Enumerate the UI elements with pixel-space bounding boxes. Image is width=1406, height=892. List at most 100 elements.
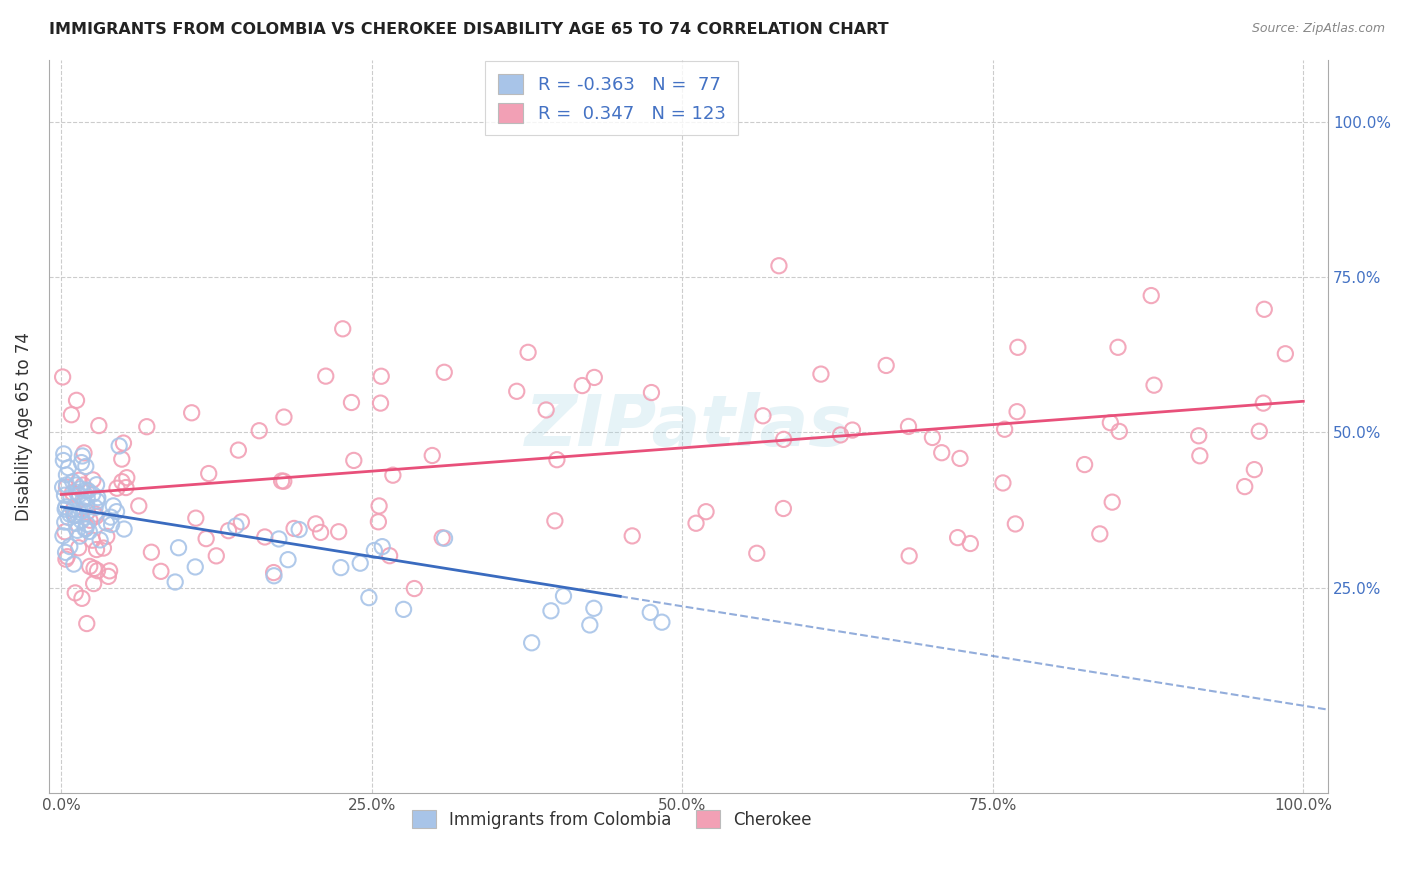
Point bbox=[1007, 340, 1029, 354]
Point bbox=[875, 359, 897, 373]
Point bbox=[75, 483, 97, 497]
Point bbox=[640, 385, 662, 400]
Point bbox=[96, 516, 118, 530]
Point bbox=[349, 556, 371, 570]
Point bbox=[76, 517, 98, 532]
Point bbox=[315, 369, 337, 384]
Point bbox=[184, 511, 207, 525]
Point bbox=[72, 449, 94, 463]
Point bbox=[76, 616, 98, 631]
Point bbox=[270, 474, 292, 488]
Point bbox=[378, 549, 401, 563]
Point bbox=[1253, 396, 1275, 410]
Point bbox=[370, 369, 392, 384]
Point bbox=[52, 370, 75, 384]
Point bbox=[288, 523, 311, 537]
Point bbox=[994, 422, 1017, 436]
Point bbox=[73, 446, 96, 460]
Point bbox=[69, 482, 91, 496]
Point bbox=[841, 423, 863, 437]
Point bbox=[328, 524, 350, 539]
Point bbox=[75, 522, 97, 536]
Point bbox=[55, 480, 77, 494]
Point bbox=[1243, 462, 1265, 476]
Point bbox=[79, 559, 101, 574]
Point bbox=[100, 510, 122, 524]
Point bbox=[991, 475, 1014, 490]
Point bbox=[55, 467, 77, 482]
Point bbox=[898, 549, 921, 563]
Point bbox=[55, 478, 77, 492]
Text: ZIPatlas: ZIPatlas bbox=[524, 392, 852, 460]
Point bbox=[105, 505, 128, 519]
Point bbox=[52, 529, 75, 543]
Point bbox=[53, 515, 76, 529]
Point bbox=[253, 530, 276, 544]
Point bbox=[810, 367, 832, 381]
Point bbox=[638, 606, 661, 620]
Point bbox=[305, 516, 328, 531]
Point bbox=[115, 470, 138, 484]
Point bbox=[685, 516, 707, 531]
Point bbox=[82, 473, 104, 487]
Point bbox=[1107, 340, 1129, 354]
Point bbox=[332, 322, 354, 336]
Point bbox=[75, 521, 97, 535]
Point bbox=[540, 604, 562, 618]
Point bbox=[72, 478, 94, 492]
Point bbox=[82, 533, 104, 548]
Point bbox=[1004, 516, 1026, 531]
Point bbox=[108, 439, 131, 453]
Point bbox=[86, 477, 108, 491]
Point bbox=[70, 456, 93, 470]
Point bbox=[273, 410, 295, 425]
Point bbox=[63, 508, 86, 522]
Point bbox=[135, 419, 157, 434]
Point bbox=[87, 491, 110, 505]
Point bbox=[84, 507, 107, 521]
Point bbox=[343, 453, 366, 467]
Point bbox=[86, 564, 108, 578]
Point bbox=[263, 566, 285, 580]
Point bbox=[520, 636, 543, 650]
Point bbox=[84, 509, 107, 524]
Point bbox=[228, 443, 250, 458]
Point bbox=[105, 481, 128, 495]
Point bbox=[1073, 458, 1095, 472]
Point bbox=[98, 564, 121, 578]
Point bbox=[745, 546, 768, 560]
Point bbox=[86, 542, 108, 557]
Point bbox=[506, 384, 529, 399]
Point bbox=[53, 488, 76, 502]
Point bbox=[112, 522, 135, 536]
Point bbox=[72, 504, 94, 518]
Point bbox=[52, 453, 75, 467]
Point bbox=[283, 521, 305, 535]
Point bbox=[273, 475, 295, 489]
Point bbox=[65, 485, 87, 500]
Point bbox=[111, 475, 134, 489]
Point bbox=[62, 485, 84, 500]
Point bbox=[63, 508, 86, 523]
Text: IMMIGRANTS FROM COLOMBIA VS CHEROKEE DISABILITY AGE 65 TO 74 CORRELATION CHART: IMMIGRANTS FROM COLOMBIA VS CHEROKEE DIS… bbox=[49, 22, 889, 37]
Point bbox=[546, 452, 568, 467]
Point bbox=[111, 452, 134, 467]
Point bbox=[381, 468, 404, 483]
Point bbox=[1088, 527, 1111, 541]
Point bbox=[167, 541, 190, 555]
Point bbox=[76, 505, 98, 519]
Point bbox=[263, 568, 285, 582]
Point bbox=[830, 428, 852, 442]
Point bbox=[89, 533, 111, 547]
Point bbox=[367, 515, 389, 529]
Point bbox=[357, 591, 380, 605]
Legend: Immigrants from Colombia, Cherokee: Immigrants from Colombia, Cherokee bbox=[405, 804, 818, 836]
Point bbox=[77, 483, 100, 498]
Point bbox=[55, 552, 77, 566]
Point bbox=[1099, 416, 1122, 430]
Point bbox=[53, 524, 76, 539]
Point bbox=[56, 549, 79, 564]
Point bbox=[1274, 347, 1296, 361]
Point bbox=[752, 409, 775, 423]
Point bbox=[363, 543, 385, 558]
